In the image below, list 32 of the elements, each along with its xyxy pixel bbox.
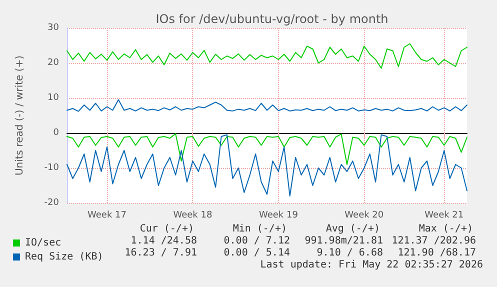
line-series bbox=[66, 134, 468, 196]
y-tick-label: 30 bbox=[48, 23, 60, 33]
text: 9.10 / 6.68 bbox=[316, 248, 383, 258]
text: Max (-/+) bbox=[418, 224, 473, 234]
legend-label: IO/sec bbox=[25, 238, 62, 248]
text: 991.98m/21.81 bbox=[304, 236, 383, 246]
text: Cur (-/+) bbox=[140, 224, 194, 234]
line-series bbox=[66, 133, 468, 165]
text: 16.23 / 7.91 bbox=[124, 248, 197, 258]
text: Last update: Fri May 22 02:35:27 2026 bbox=[260, 260, 483, 270]
chart-title: IOs for /dev/ubuntu-vg/root - by month bbox=[156, 12, 388, 26]
text: 0.00 / 7.12 bbox=[224, 236, 290, 246]
y-tick-label: -10 bbox=[44, 163, 60, 173]
y-tick-label: -20 bbox=[44, 198, 60, 208]
y-tick-label: 20 bbox=[48, 58, 60, 68]
y-axis-title: Units read (-) / write (+) bbox=[14, 55, 26, 176]
line-series bbox=[66, 99, 468, 112]
x-tick-label: Week 18 bbox=[173, 210, 212, 220]
legend-label: Req Size (KB) bbox=[25, 252, 104, 262]
x-tick-label: Week 17 bbox=[88, 210, 126, 220]
y-tick-label: 0 bbox=[53, 128, 60, 138]
y-tick-label: 10 bbox=[48, 93, 60, 103]
text: 1.14 /24.58 bbox=[130, 236, 197, 246]
text: 0.00 / 5.14 bbox=[224, 248, 290, 258]
text: Avg (-/+) bbox=[326, 224, 380, 234]
text: 121.37 /202.96 bbox=[392, 236, 476, 246]
line-series bbox=[66, 43, 468, 69]
text: Min (-/+) bbox=[232, 224, 287, 234]
x-tick-label: Week 21 bbox=[424, 210, 464, 220]
x-tick-label: Week 20 bbox=[344, 210, 384, 220]
text: 121.90 /68.17 bbox=[398, 248, 476, 258]
x-tick-label: Week 19 bbox=[258, 210, 298, 220]
